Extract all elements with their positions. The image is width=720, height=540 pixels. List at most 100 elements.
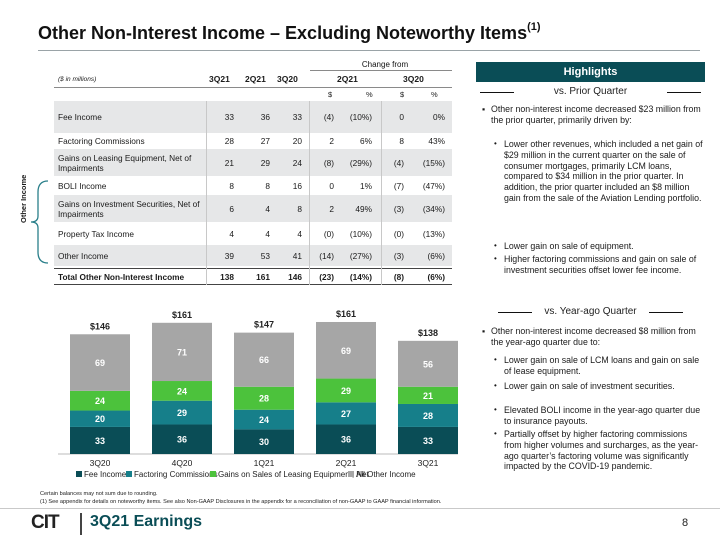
bar-segment — [398, 386, 458, 404]
table-total-row: Total Other Non-Interest Income 138 161 146… — [54, 268, 452, 285]
row-label: BOLI Income — [58, 180, 107, 191]
row-label: Property Tax Income — [58, 228, 134, 239]
legend-swatch — [126, 471, 132, 477]
data-label: 33 — [95, 436, 105, 446]
row-label: Other Income — [58, 250, 109, 261]
row-label: Total Other Non-Interest Income — [58, 272, 185, 282]
sub-bullet-icon: • — [494, 381, 497, 390]
data-label: 28 — [259, 394, 269, 404]
sub-bullet-icon: • — [494, 429, 497, 438]
row-value: 29 — [260, 157, 270, 168]
bar-segment — [152, 381, 212, 401]
row-value: (15%) — [422, 157, 445, 168]
bar-segment — [234, 332, 294, 387]
bar-segment — [152, 322, 212, 382]
table-row: Fee Income 33 36 33 (4) (10%) 0 0% — [54, 101, 452, 133]
row-value: 33 — [292, 112, 302, 122]
row-value: 0% — [433, 112, 445, 122]
page-number: 8 — [682, 517, 689, 529]
data-label: 29 — [177, 408, 187, 418]
row-value: 6 — [229, 203, 234, 214]
change-from-divider — [310, 70, 452, 71]
row-value: (10%) — [349, 112, 372, 122]
bullet-icon: ▪ — [482, 326, 486, 336]
row-value: 16 — [292, 180, 302, 191]
column-divider — [381, 101, 382, 285]
table-row: Property Tax Income 4 4 4 (0) (10%) (0) (13%) — [54, 222, 452, 245]
row-value: 53 — [260, 250, 270, 261]
x-tick-label: 3Q20 — [90, 458, 111, 468]
data-label: 24 — [95, 396, 105, 406]
table-header: ($ in millions) 3Q21 2Q21 3Q20 2Q21 3Q20 — [54, 71, 452, 87]
footer-divider — [0, 508, 720, 509]
col-header-3q20: 3Q20 — [277, 74, 298, 84]
row-value: (7) — [393, 180, 404, 191]
legend-label: Fee Income — [84, 470, 127, 479]
row-label: Factoring Commissions — [58, 136, 145, 146]
legend-label: Factoring Commissions — [134, 470, 218, 479]
prior-quarter-heading-text: vs. Prior Quarter — [553, 86, 628, 97]
col-header-2q21: 2Q21 — [245, 74, 266, 84]
bar-total-label: $161 — [172, 310, 192, 320]
data-label: 69 — [95, 358, 105, 368]
row-value: 24 — [292, 157, 302, 168]
other-income-brace — [30, 180, 49, 264]
prior-quarter-heading: vs. Prior Quarter — [476, 86, 705, 100]
row-value: 33 — [224, 112, 234, 122]
bar-total-label: $161 — [336, 309, 356, 319]
bullet-icon: ▪ — [482, 104, 486, 114]
row-value: 4 — [297, 228, 302, 239]
bar-segment — [152, 400, 212, 425]
row-value: 4 — [265, 228, 270, 239]
sub-bullet-icon: • — [494, 241, 497, 250]
row-value: (29%) — [349, 157, 372, 168]
bar-segment — [316, 321, 376, 379]
change-subheader: $ % $ % — [54, 88, 452, 101]
footnote-noteworthy: (1) See appendix for details on notewort… — [40, 499, 442, 505]
change-from-label: Change from — [361, 60, 409, 69]
year-ago-heading-text: vs. Year-ago Quarter — [544, 306, 637, 317]
bar-segment — [70, 390, 130, 411]
data-label: 21 — [423, 391, 433, 401]
column-divider — [206, 101, 207, 285]
bar-segment — [316, 424, 376, 454]
row-value: 2 — [329, 136, 334, 146]
row-value: (47%) — [422, 180, 445, 191]
row-label: Gains on Leasing Equipment, Net of Impai… — [58, 152, 192, 173]
data-label: 20 — [95, 414, 105, 424]
bar-segment — [316, 402, 376, 425]
row-value: 0 — [399, 112, 404, 122]
row-value: 20 — [292, 136, 302, 146]
row-value: (13%) — [422, 228, 445, 239]
data-label: 36 — [177, 435, 187, 445]
row-value: (8) — [323, 157, 334, 168]
logo-separator — [80, 513, 82, 535]
footer-title: 3Q21 Earnings — [90, 513, 203, 530]
sub-bullet-icon: • — [494, 405, 497, 414]
x-tick-label: 1Q21 — [254, 458, 275, 468]
bar-segment — [70, 334, 130, 391]
row-value: (4) — [393, 157, 404, 168]
table-row: Factoring Commissions 28 27 20 2 6% 8 43% — [54, 133, 452, 149]
table-row: Gains on Investment Securities, Net of I… — [54, 195, 452, 222]
data-label: 24 — [177, 386, 187, 396]
row-value: (23) — [319, 272, 334, 282]
row-value: (3) — [393, 203, 404, 214]
row-value: 27 — [260, 136, 270, 146]
row-value: 4 — [265, 203, 270, 214]
row-value: (10%) — [349, 228, 372, 239]
year-ago-heading: vs. Year-ago Quarter — [476, 306, 705, 320]
stacked-bar-chart: 33 20 24 69 $146 3Q20 36 29 24 71 $161 4Q20 30 24 28 66… — [58, 292, 458, 480]
data-label: 66 — [259, 355, 269, 365]
legend-swatch — [210, 471, 216, 477]
bar-segment — [234, 429, 294, 454]
subheader-percent: % — [431, 90, 438, 99]
bar-segment — [398, 426, 458, 454]
data-label: 30 — [259, 437, 269, 447]
title-divider — [38, 50, 700, 51]
data-label: 69 — [341, 346, 351, 356]
page-title: Other Non-Interest Income – Excluding No… — [38, 21, 541, 43]
column-divider — [309, 101, 310, 285]
bar-segment — [234, 409, 294, 430]
other-income-label: Other Income — [19, 174, 28, 223]
